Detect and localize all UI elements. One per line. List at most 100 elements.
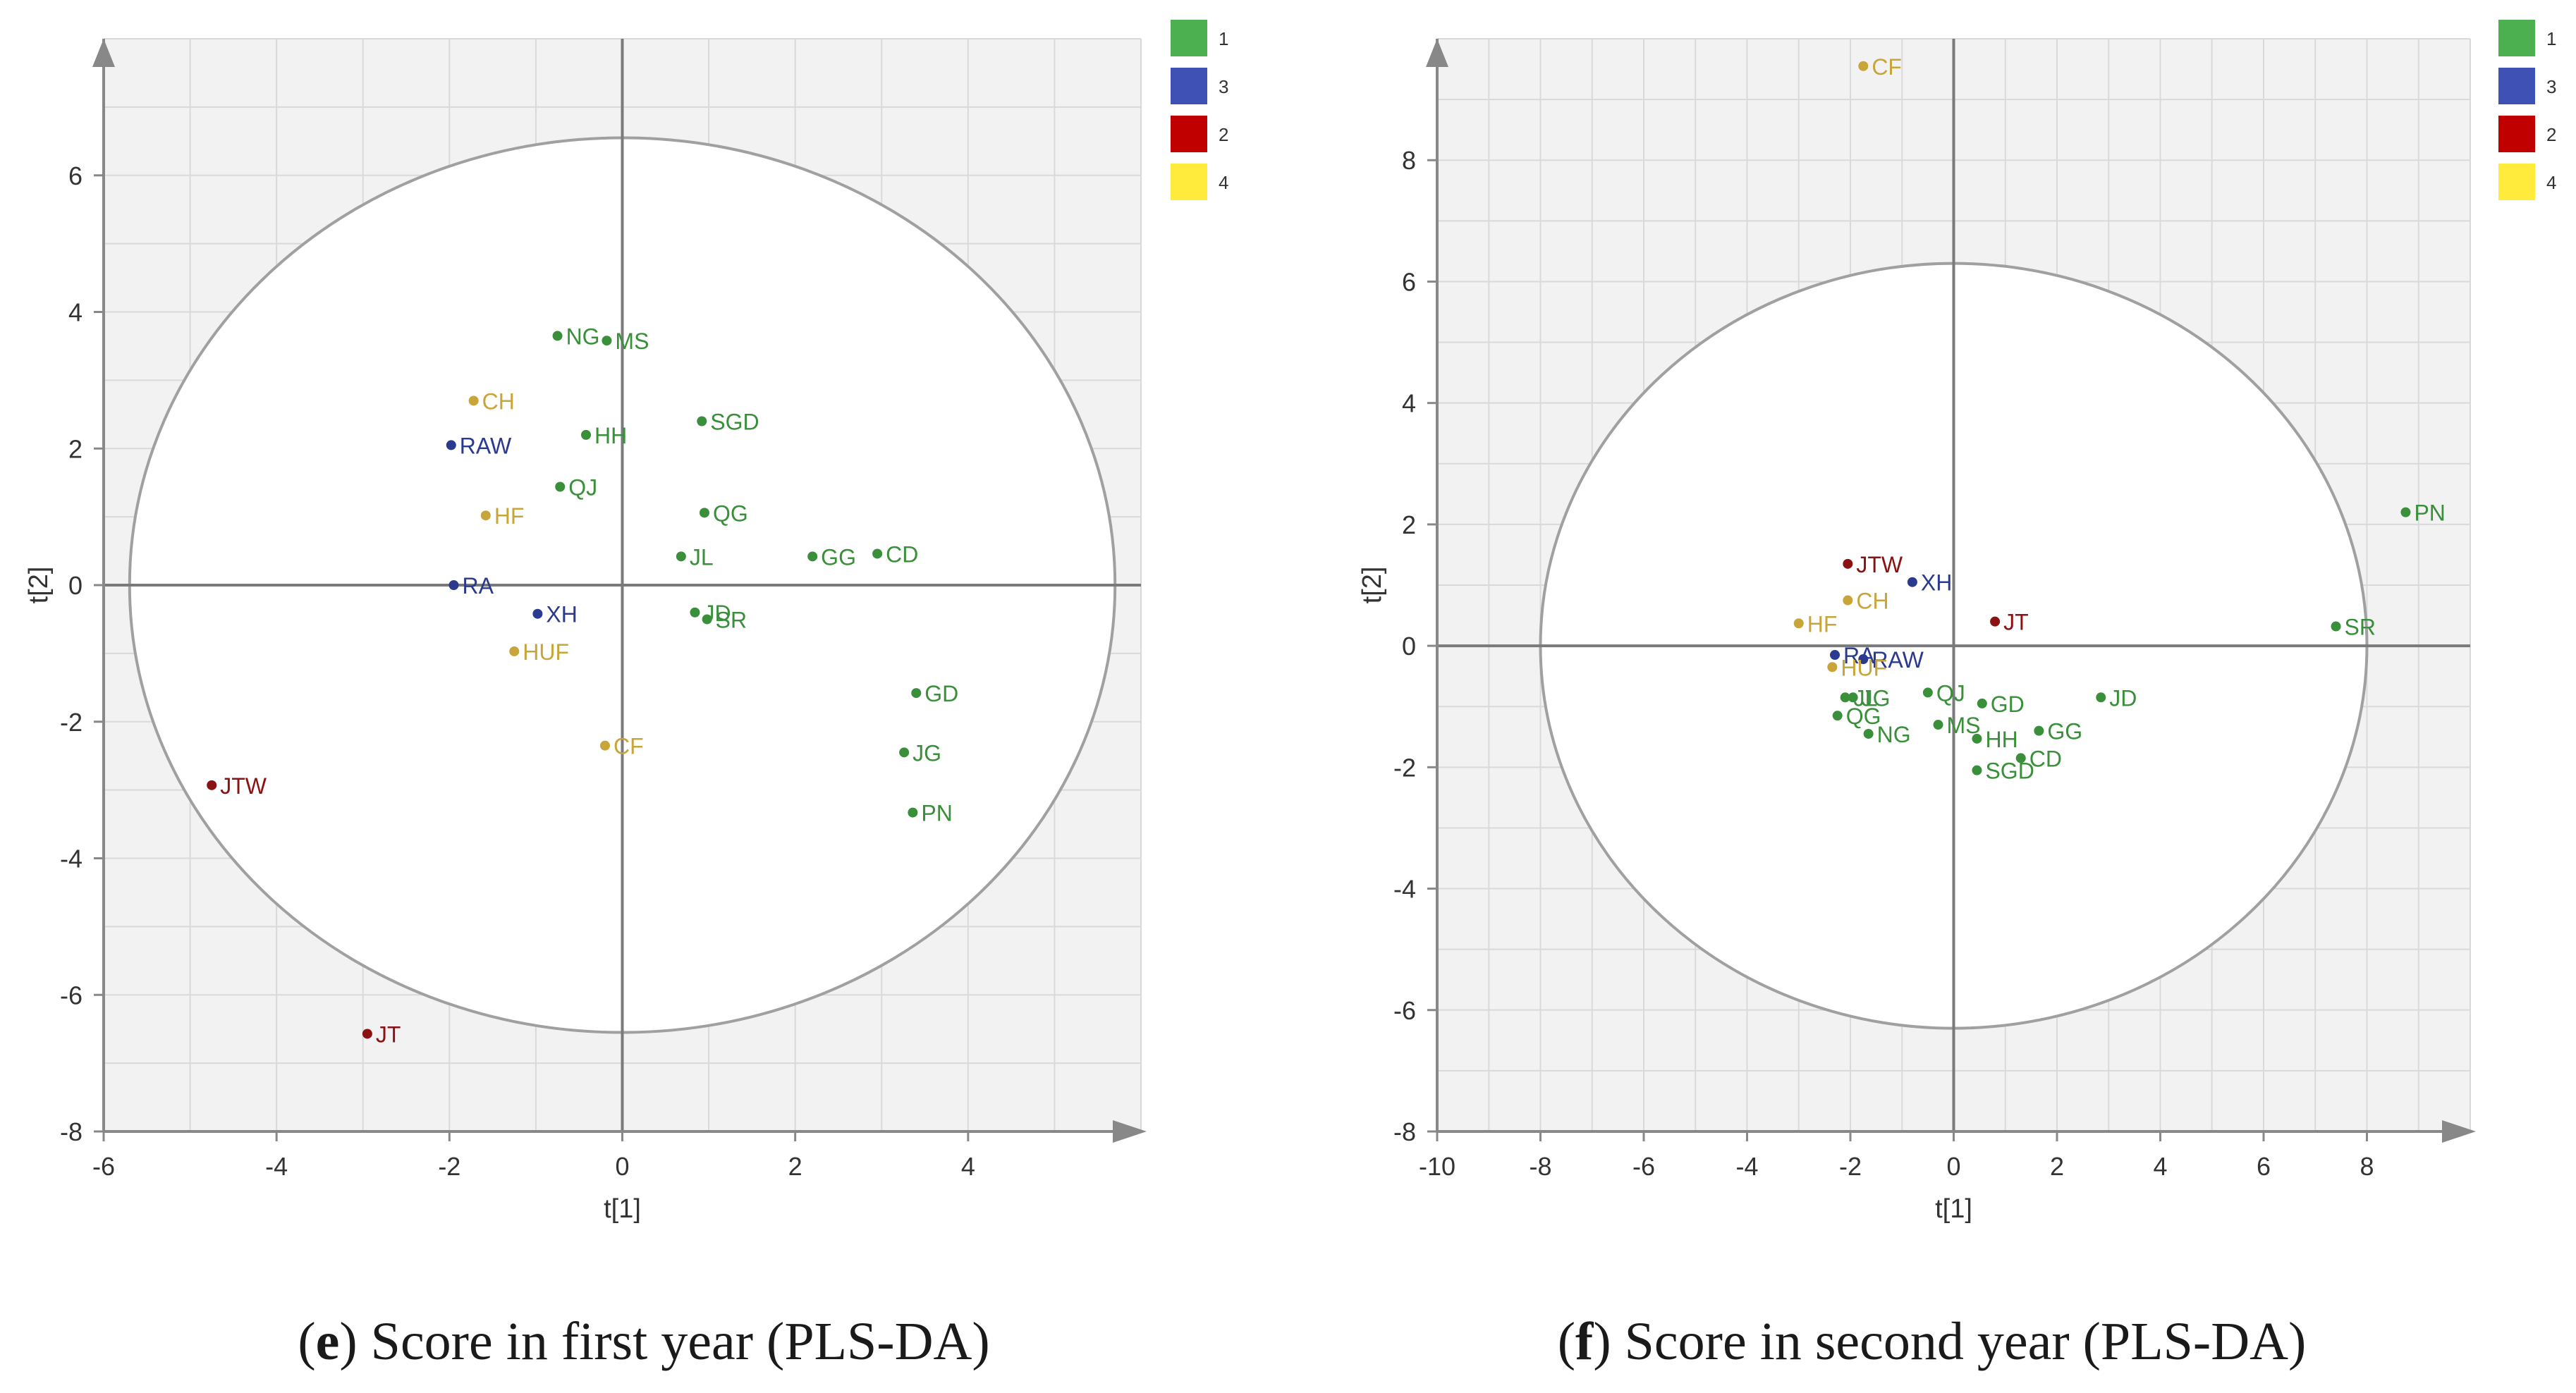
data-point-xh — [532, 608, 543, 619]
point-label-jtw: JTW — [1856, 552, 1903, 577]
data-point-qj — [1922, 687, 1933, 698]
y-tick-label: -8 — [1393, 1117, 1416, 1146]
data-point-qg — [699, 508, 709, 518]
y-axis-title: t[2] — [1357, 567, 1387, 604]
y-tick-label: 0 — [68, 571, 83, 600]
legend-label-2: 2 — [2546, 124, 2556, 145]
point-label-xh: XH — [1921, 570, 1952, 596]
legend-swatch-3 — [1171, 68, 1207, 104]
legend-swatch-1 — [2498, 20, 2535, 56]
legend-swatch-2 — [2498, 116, 2535, 152]
data-point-huf — [1827, 662, 1838, 673]
data-point-ch — [468, 395, 479, 406]
data-point-hh — [581, 429, 592, 440]
point-label-sr: SR — [2345, 615, 2376, 640]
point-label-sr: SR — [716, 607, 747, 632]
point-label-cf: CF — [1872, 54, 1902, 80]
data-point-gg — [807, 551, 818, 562]
x-tick-label: -4 — [1735, 1152, 1758, 1181]
y-tick-label: -8 — [60, 1117, 83, 1146]
data-point-jt — [362, 1029, 372, 1039]
x-axis-arrow — [1113, 1120, 1147, 1143]
y-tick-label: -2 — [1393, 753, 1416, 782]
point-label-hf: HF — [494, 503, 525, 529]
data-point-jl — [1840, 692, 1850, 703]
caption-e: (e) Score in first year (PLS-DA) — [298, 1312, 990, 1371]
point-label-cf: CF — [614, 734, 644, 759]
point-label-gg: GG — [821, 544, 856, 570]
y-tick-label: 2 — [1402, 510, 1416, 539]
y-axis-arrow — [1426, 39, 1448, 67]
point-label-jtw: JTW — [220, 773, 267, 799]
point-label-xh: XH — [546, 602, 577, 627]
legend-swatch-1 — [1171, 20, 1207, 56]
data-point-jl — [676, 551, 686, 562]
data-point-ms — [1933, 720, 1943, 730]
x-tick-label: -6 — [1632, 1152, 1655, 1181]
legend-label-2: 2 — [1219, 124, 1228, 145]
data-point-ms — [602, 336, 612, 346]
legend-label-3: 3 — [1219, 76, 1228, 97]
point-label-cd: CD — [2029, 746, 2062, 771]
point-label-ra: RA — [1843, 643, 1875, 668]
point-label-ms: MS — [615, 329, 649, 354]
point-label-qj: QJ — [1936, 680, 1965, 706]
y-tick-label: -6 — [1393, 996, 1416, 1025]
data-point-qg — [1832, 711, 1843, 721]
data-point-ch — [1843, 595, 1853, 606]
y-tick-label: 8 — [1402, 146, 1416, 175]
legend-swatch-2 — [1171, 116, 1207, 152]
point-label-gd: GD — [924, 681, 958, 706]
x-tick-label: 4 — [2153, 1152, 2167, 1181]
point-label-jt: JT — [2003, 610, 2029, 635]
y-tick-label: 4 — [1402, 389, 1416, 418]
y-tick-label: 0 — [1402, 632, 1416, 661]
data-point-gd — [911, 688, 922, 699]
data-point-hh — [1972, 733, 1982, 744]
chart-panel-f: -10 -8 -6 -4 -2 0 2 4 6 8 -8 -6 -4 -2 0 2 4 6 8 t[1] t[2] CF P… — [1288, 0, 2576, 1393]
legend: 1 3 2 4 — [2498, 20, 2556, 200]
chart-panel-e: -6 -4 -2 0 2 4 -8 -6 -4 -2 0 2 4 6 t[1] t[2] NG MS CH SGD HH… — [24, 20, 1228, 1371]
point-label-raw: RAW — [460, 433, 512, 458]
data-point-ng — [1863, 728, 1874, 739]
point-label-ra: RA — [462, 573, 494, 599]
x-tick-label: -2 — [1839, 1152, 1862, 1181]
score-plot-first-year: -6 -4 -2 0 2 4 -8 -6 -4 -2 0 2 4 6 t[1] t[2] NG MS CH SGD HH… — [24, 20, 1228, 1224]
data-point-jt — [1990, 616, 2001, 627]
x-tick-label: 2 — [788, 1152, 802, 1181]
x-tick-label: 2 — [2050, 1152, 2064, 1181]
legend: 1 3 2 4 — [1171, 20, 1228, 200]
point-label-sgd: SGD — [710, 410, 759, 435]
point-label-sgd: SGD — [1985, 759, 2034, 784]
legend-label-3: 3 — [2546, 76, 2556, 97]
point-label-pn: PN — [921, 801, 952, 826]
data-point-pn — [2400, 507, 2411, 517]
y-tick-label: -4 — [60, 845, 83, 873]
data-point-hf — [480, 510, 491, 521]
point-label-qg: QG — [1846, 704, 1881, 729]
point-label-jd: JD — [2109, 685, 2137, 711]
data-point-qj — [555, 481, 566, 492]
data-point-jg — [1848, 692, 1858, 703]
point-label-jt: JT — [376, 1021, 401, 1047]
x-tick-label: -6 — [92, 1152, 115, 1181]
data-point-raw — [446, 440, 456, 450]
legend-label-1: 1 — [1219, 28, 1228, 49]
point-label-qg: QG — [713, 501, 748, 526]
x-axis-title: t[1] — [604, 1194, 641, 1224]
point-label-pn: PN — [2414, 501, 2445, 526]
x-axis-arrow — [2442, 1120, 2476, 1143]
x-tick-label: -4 — [265, 1152, 288, 1181]
data-point-gg — [2034, 725, 2044, 736]
point-label-raw: RAW — [1872, 647, 1924, 673]
x-tick-label: 0 — [615, 1152, 629, 1181]
data-point-sr — [702, 614, 712, 625]
legend-label-4: 4 — [2546, 172, 2556, 193]
data-point-ng — [552, 331, 563, 341]
y-tick-label: 2 — [68, 434, 83, 463]
point-label-ch: CH — [1856, 589, 1888, 614]
legend-swatch-4 — [1171, 164, 1207, 200]
data-point-raw — [1858, 654, 1869, 665]
